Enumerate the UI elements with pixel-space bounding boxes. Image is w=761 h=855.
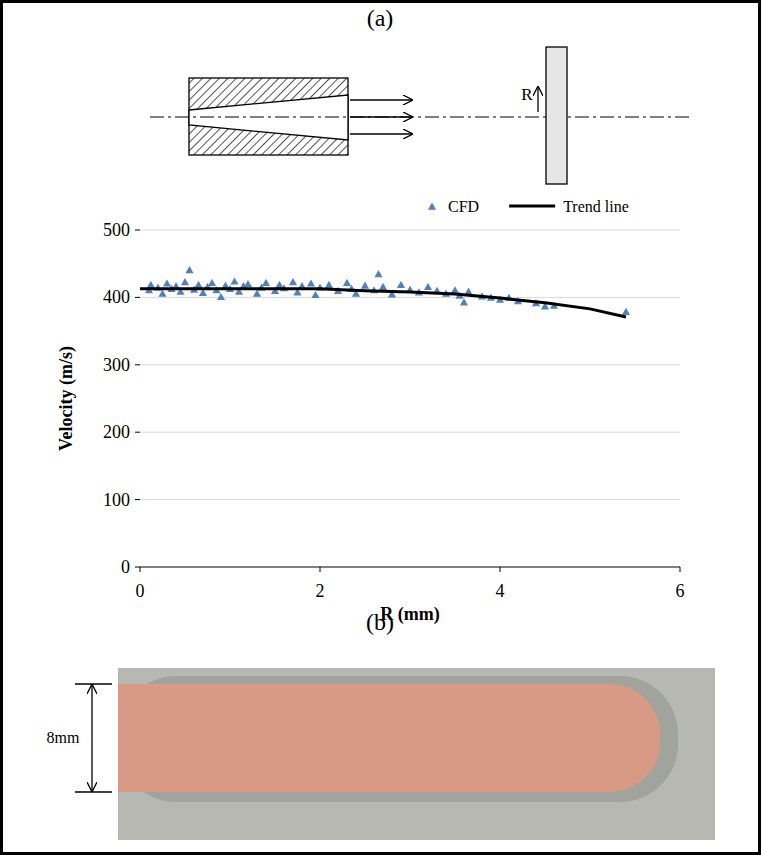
y-tick	[135, 297, 140, 298]
cfd-point	[289, 278, 297, 285]
dimension-arrow	[91, 738, 92, 791]
coating-track	[118, 684, 660, 792]
outer-frame	[2, 2, 760, 854]
grid-line	[140, 499, 680, 500]
x-tick	[680, 567, 681, 572]
cfd-point	[217, 293, 225, 300]
cfd-point	[262, 279, 270, 286]
trend-line	[140, 289, 626, 317]
cfd-point	[147, 281, 155, 288]
cfd-point	[424, 283, 432, 290]
cfd-point	[230, 277, 238, 284]
x-tick-label: 4	[496, 581, 505, 601]
cfd-point	[181, 278, 189, 285]
x-tick	[320, 567, 321, 572]
substrate	[546, 47, 567, 184]
dimension-label-bg	[38, 726, 88, 748]
legend-line	[509, 205, 555, 208]
flow-arrow	[350, 116, 412, 117]
y-tick-label: 400	[103, 287, 130, 307]
x-tick-label: 0	[136, 581, 145, 601]
photo-background	[118, 668, 715, 840]
dimension-arrow	[91, 685, 92, 738]
coating-track-start	[118, 684, 218, 792]
cfd-point	[275, 281, 283, 288]
legend-label: CFD	[448, 198, 479, 215]
y-tick	[135, 499, 140, 500]
y-tick-label: 100	[103, 490, 130, 510]
cfd-point	[379, 283, 387, 290]
grid-line	[140, 364, 680, 365]
figure: (a)R01002003004005000246R (mm)Velocity (…	[0, 0, 761, 855]
cfd-point	[194, 281, 202, 288]
y-tick-label: 0	[121, 557, 130, 577]
photo-halo	[118, 676, 678, 802]
x-tick	[500, 567, 501, 572]
centerline	[150, 117, 690, 118]
grid-line	[140, 230, 680, 231]
cfd-point	[343, 279, 351, 286]
cfd-point	[163, 279, 171, 286]
x-axis	[140, 566, 680, 567]
y-tick	[135, 364, 140, 365]
dimension-extension	[75, 791, 112, 792]
x-tick-label: 2	[316, 581, 325, 601]
flow-arrow	[350, 133, 412, 134]
dimension-label: 8mm	[47, 729, 80, 746]
y-tick-label: 500	[103, 220, 130, 240]
cfd-point	[451, 286, 459, 293]
y-tick-label: 300	[103, 355, 130, 375]
dimension-extension	[75, 683, 112, 684]
cfd-point	[374, 270, 382, 277]
y-tick-label: 200	[103, 422, 130, 442]
cfd-point	[158, 290, 166, 297]
diagram-label: R	[521, 85, 533, 104]
x-tick-label: 6	[676, 581, 685, 601]
legend-marker	[428, 203, 436, 210]
cfd-point	[307, 279, 315, 286]
y-axis-title: Velocity (m/s)	[56, 346, 77, 451]
cfd-point	[311, 291, 319, 298]
cfd-point	[622, 308, 630, 315]
cfd-point	[185, 266, 193, 273]
y-tick	[135, 567, 140, 568]
grid-line	[140, 432, 680, 433]
panel-label: (a)	[367, 5, 394, 31]
cfd-point	[361, 281, 369, 288]
legend-label: Trend line	[563, 198, 629, 215]
cfd-point	[208, 279, 216, 286]
cfd-point	[460, 298, 468, 305]
y-tick	[135, 230, 140, 231]
x-tick	[140, 567, 141, 572]
plot-marks	[140, 266, 630, 317]
cfd-point	[325, 281, 333, 288]
cfd-point	[244, 280, 252, 287]
radius-arrow	[537, 87, 538, 112]
panel-label: (b)	[366, 609, 394, 635]
flow-arrow	[350, 99, 412, 100]
cfd-point	[397, 281, 405, 288]
y-tick	[135, 432, 140, 433]
